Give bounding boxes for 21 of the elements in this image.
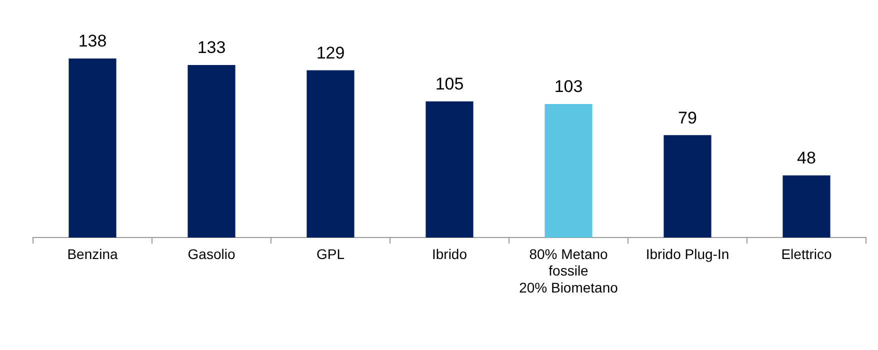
x-tick-label: GPL bbox=[316, 246, 345, 262]
bar bbox=[544, 104, 592, 238]
bar bbox=[68, 58, 116, 238]
bar bbox=[664, 135, 712, 238]
bar bbox=[426, 101, 474, 238]
x-tick-label: Elettrico bbox=[781, 246, 832, 262]
x-tick-label: 80% Metano fossile 20% Biometano bbox=[519, 246, 618, 296]
data-label: 79 bbox=[678, 108, 697, 128]
x-tick-label: Ibrido bbox=[432, 246, 468, 262]
data-label: 133 bbox=[197, 38, 226, 58]
data-label: 103 bbox=[554, 77, 583, 96]
data-label: 138 bbox=[78, 32, 107, 51]
bar bbox=[306, 70, 354, 238]
x-tick-label: Gasolio bbox=[188, 246, 236, 262]
data-label: 105 bbox=[435, 74, 464, 94]
data-label: 48 bbox=[797, 148, 816, 168]
data-label: 129 bbox=[316, 43, 345, 62]
x-tick-label: Benzina bbox=[67, 246, 118, 262]
x-tick-label: Ibrido Plug-In bbox=[646, 246, 730, 262]
bar bbox=[782, 175, 830, 238]
bar bbox=[188, 65, 236, 238]
